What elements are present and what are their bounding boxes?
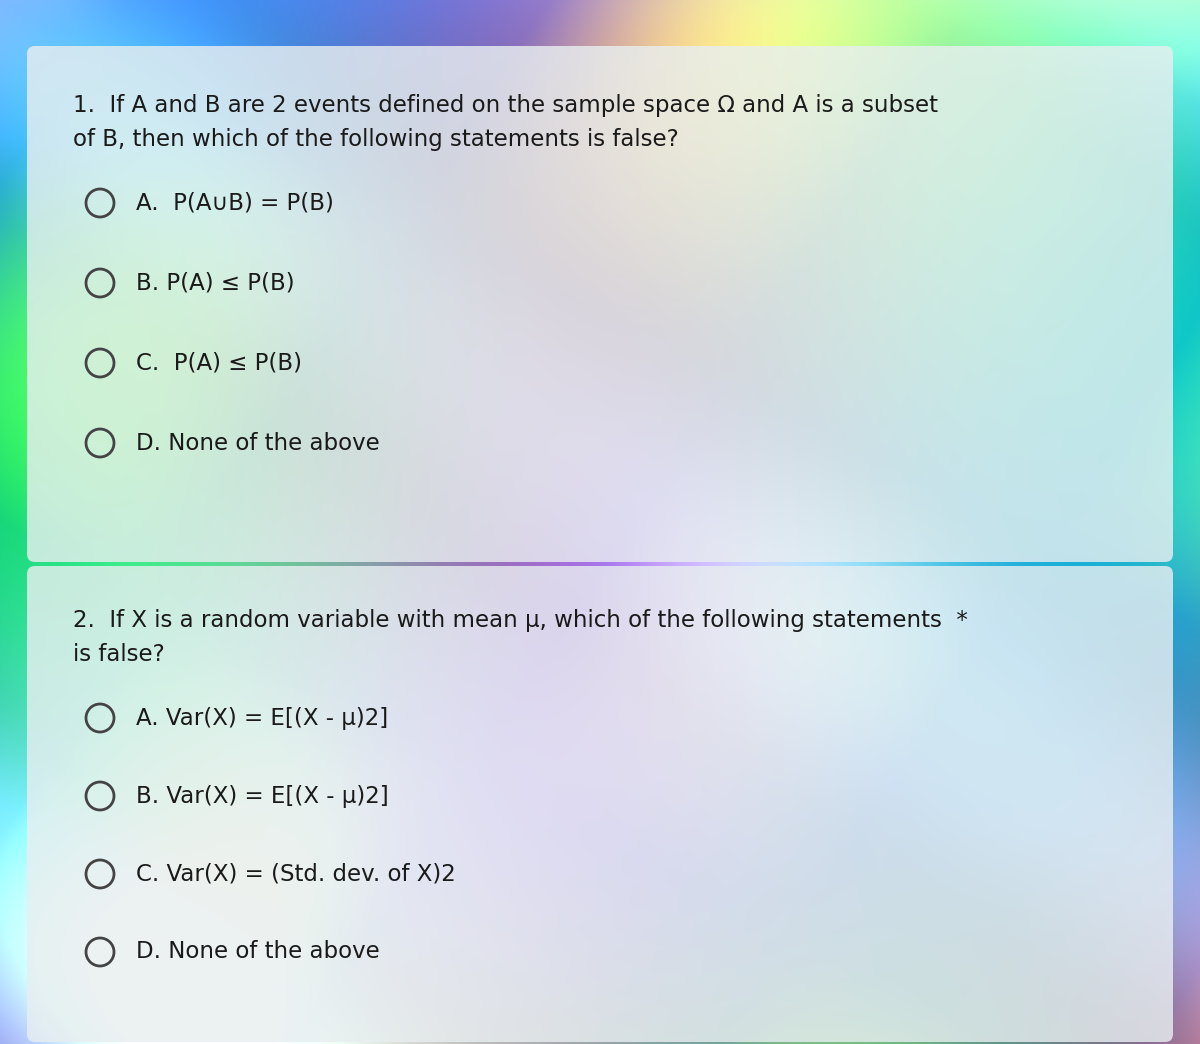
Text: B. Var(X) = E[(X - μ)2]: B. Var(X) = E[(X - μ)2] <box>136 784 389 807</box>
Text: of B, then which of the following statements is false?: of B, then which of the following statem… <box>73 128 679 151</box>
Text: is false?: is false? <box>73 643 164 666</box>
FancyBboxPatch shape <box>28 566 1174 1042</box>
Text: C.  P(A) ≤ P(B): C. P(A) ≤ P(B) <box>136 352 302 375</box>
Text: C. Var(X) = (Std. dev. of X)2: C. Var(X) = (Std. dev. of X)2 <box>136 862 456 885</box>
Text: D. None of the above: D. None of the above <box>136 431 379 454</box>
Text: 2.  If X is a random variable with mean μ, which of the following statements  *: 2. If X is a random variable with mean μ… <box>73 609 968 632</box>
FancyBboxPatch shape <box>28 46 1174 562</box>
Text: B. P(A) ≤ P(B): B. P(A) ≤ P(B) <box>136 271 295 294</box>
Text: A.  P(A∪B) = P(B): A. P(A∪B) = P(B) <box>136 191 334 214</box>
Text: 1.  If A and B are 2 events defined on the sample space Ω and A is a subset: 1. If A and B are 2 events defined on th… <box>73 94 938 117</box>
Text: D. None of the above: D. None of the above <box>136 941 379 964</box>
Text: A. Var(X) = E[(X - μ)2]: A. Var(X) = E[(X - μ)2] <box>136 707 389 730</box>
